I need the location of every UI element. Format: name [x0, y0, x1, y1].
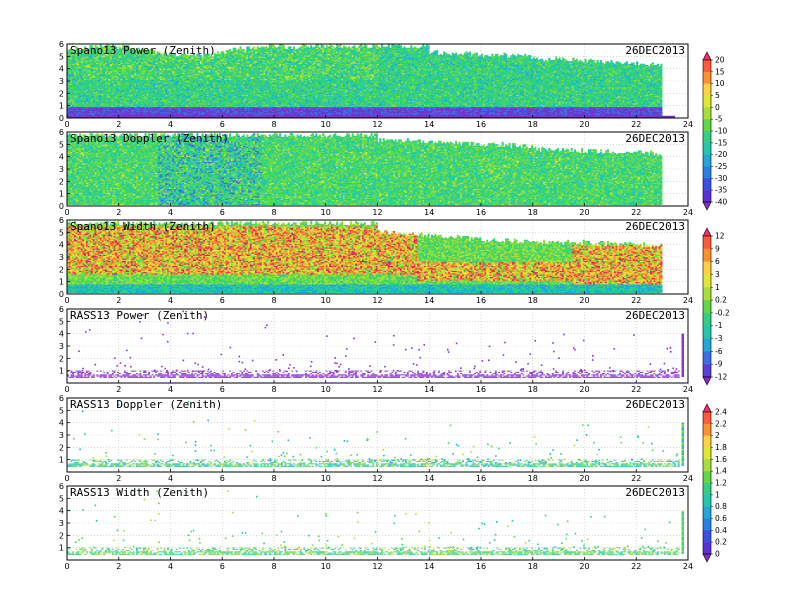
- panel-1: 0 2 4 6 8 10 12 14 16 18 20 22 240123456 Spano13 Powe…: [59, 40, 693, 129]
